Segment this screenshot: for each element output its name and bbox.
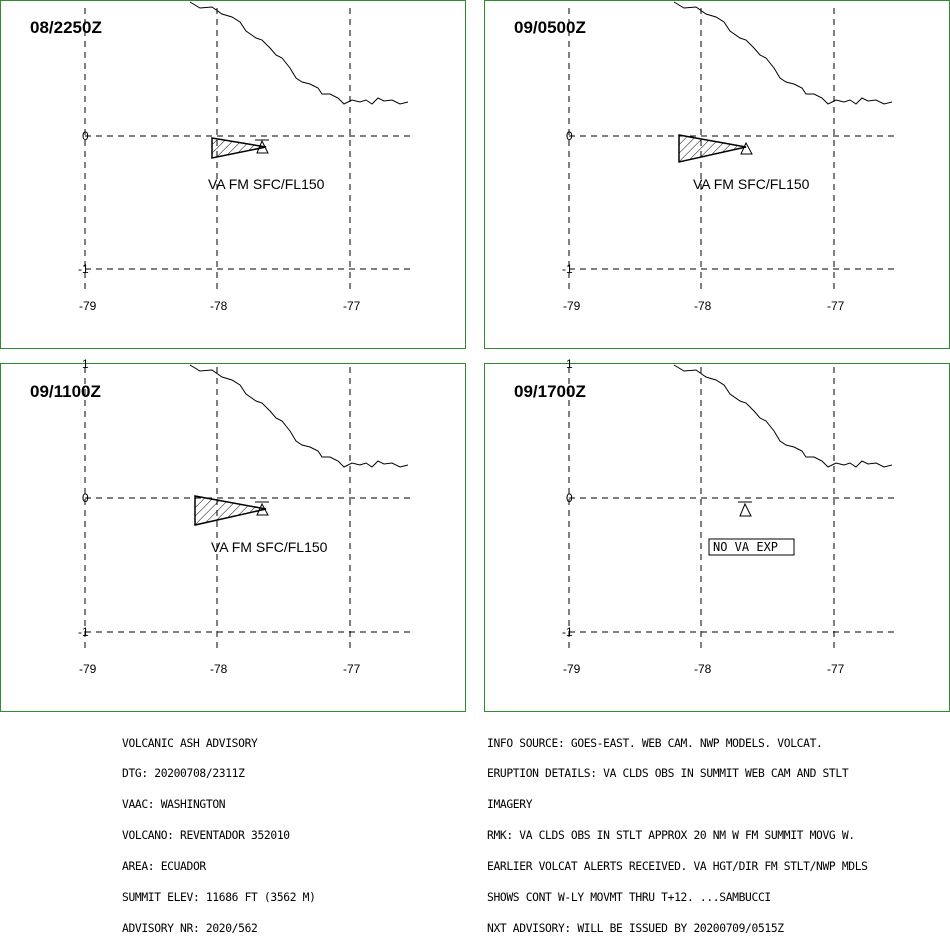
ash-height-label: VA FM SFC/FL150: [693, 176, 810, 192]
panel-title: 09/1700Z: [514, 382, 586, 401]
map-canvas-4: 1 09/1700Z -79 -78 -77 0 -1 NO VA EXP: [484, 357, 950, 712]
volcano-triangle-icon: [740, 141, 753, 155]
lon-tick-label: -78: [694, 662, 712, 676]
grid-lines: [568, 367, 894, 653]
ash-height-label: VA FM SFC/FL150: [208, 176, 325, 192]
map-panel-2: 09/0500Z -79 -78 -77 0 -1 VA FM SFC/FL15…: [484, 0, 950, 349]
advisory-line: EARLIER VOLCAT ALERTS RECEIVED. VA HGT/D…: [487, 860, 868, 874]
panel-frame: [0, 0, 466, 349]
advisory-line: AREA: ECUADOR: [122, 860, 206, 874]
panel-title: 08/2250Z: [30, 18, 102, 37]
advisory-line: VOLCANIC ASH ADVISORY: [122, 736, 258, 750]
panel-title: 09/1100Z: [30, 382, 101, 401]
lat-tick-label: 1: [82, 357, 89, 371]
lon-tick-label: -78: [210, 299, 228, 313]
lat-tick-label: 0: [82, 129, 89, 143]
lon-tick-label: -79: [563, 662, 581, 676]
panel-frame: [484, 0, 950, 349]
coastline: [673, 1, 893, 105]
advisory-line: IMAGERY: [487, 798, 533, 812]
map-panel-4: 1 09/1700Z -79 -78 -77 0 -1 NO VA EXP: [484, 357, 950, 712]
lon-tick-label: -79: [79, 662, 97, 676]
ash-cloud-polygon: [211, 137, 267, 159]
map-canvas-3: 1 09/1100Z -79 -78 -77 0 -1 VA FM SFC/FL…: [0, 357, 466, 712]
lon-tick-label: -77: [343, 299, 361, 313]
advisory-line: NXT ADVISORY: WILL BE ISSUED BY 20200709…: [487, 921, 784, 935]
map-panel-1: 08/2250Z -79 -78 -77 0 -1 VA FM SFC/FL15…: [0, 0, 466, 349]
panel-title: 09/0500Z: [514, 18, 586, 37]
map-panel-3: 1 09/1100Z -79 -78 -77 0 -1 VA FM SFC/FL…: [0, 357, 466, 712]
advisory-text-left: VOLCANIC ASH ADVISORY DTG: 20200708/2311…: [122, 718, 316, 945]
map-canvas-1: 08/2250Z -79 -78 -77 0 -1 VA FM SFC/FL15…: [0, 0, 466, 349]
coastline: [189, 364, 409, 468]
lon-tick-label: -78: [694, 299, 712, 313]
advisory-line: RMK: VA CLDS OBS IN STLT APPROX 20 NM W …: [487, 829, 855, 843]
lat-tick-label: 0: [566, 491, 573, 505]
lat-tick-label: 1: [566, 357, 573, 371]
lon-tick-label: -77: [827, 662, 845, 676]
volcano-triangle-icon: [255, 501, 269, 516]
advisory-line: ADVISORY NR: 2020/562: [122, 921, 258, 935]
advisory-line: VAAC: WASHINGTON: [122, 798, 226, 812]
map-canvas-2: 09/0500Z -79 -78 -77 0 -1 VA FM SFC/FL15…: [484, 0, 950, 349]
grid-lines: [568, 8, 894, 290]
coastline: [673, 364, 893, 468]
ash-cloud-polygon: [678, 134, 747, 163]
ash-height-label: VA FM SFC/FL150: [211, 539, 328, 555]
ash-cloud-polygon: [194, 495, 267, 526]
panel-frame: [484, 363, 950, 712]
lat-tick-label: -1: [78, 625, 89, 639]
panel-frame: [0, 363, 466, 712]
lon-tick-label: -79: [563, 299, 581, 313]
lat-tick-label: 0: [82, 491, 89, 505]
lon-tick-label: -77: [343, 662, 361, 676]
no-va-box: [708, 538, 795, 556]
volcano-triangle-icon: [738, 501, 752, 517]
lon-tick-label: -79: [79, 299, 97, 313]
advisory-line: SUMMIT ELEV: 11686 FT (3562 M): [122, 891, 316, 905]
advisory-line: SHOWS CONT W-LY MOVMT THRU T+12. ...SAMB…: [487, 891, 771, 905]
lat-tick-label: -1: [78, 262, 89, 276]
coastline: [189, 1, 409, 105]
advisory-line: VOLCANO: REVENTADOR 352010: [122, 829, 290, 843]
no-va-label: NO VA EXP: [713, 540, 778, 554]
advisory-line: INFO SOURCE: GOES-EAST. WEB CAM. NWP MOD…: [487, 736, 823, 750]
advisory-line: ERUPTION DETAILS: VA CLDS OBS IN SUMMIT …: [487, 767, 849, 781]
lat-tick-label: 0: [566, 129, 573, 143]
lat-tick-label: -1: [562, 625, 573, 639]
advisory-text-right: INFO SOURCE: GOES-EAST. WEB CAM. NWP MOD…: [487, 718, 868, 945]
lon-tick-label: -78: [210, 662, 228, 676]
lon-tick-label: -77: [827, 299, 845, 313]
volcano-triangle-icon: [255, 139, 269, 154]
lat-tick-label: -1: [562, 262, 573, 276]
grid-lines: [84, 8, 410, 290]
advisory-line: DTG: 20200708/2311Z: [122, 767, 245, 781]
